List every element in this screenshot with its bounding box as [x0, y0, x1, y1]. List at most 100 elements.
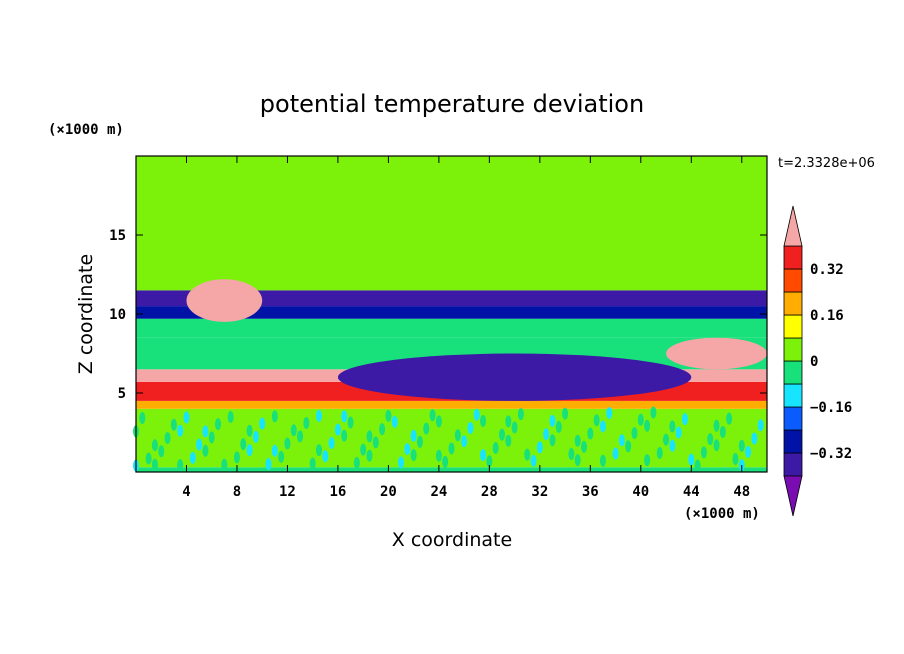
time-stamp: t=2.3328e+06 — [778, 156, 875, 171]
field-texture — [574, 454, 581, 467]
colorbar-label: 0 — [810, 354, 818, 370]
field-texture — [202, 425, 209, 438]
colorbar-segment — [783, 245, 803, 270]
field-texture — [341, 410, 348, 423]
field-texture — [290, 424, 297, 437]
x-tick-label: 40 — [632, 484, 649, 500]
field-texture — [139, 412, 146, 425]
field-texture — [429, 409, 436, 422]
field-texture — [208, 431, 215, 444]
field-texture — [442, 455, 449, 468]
field-texture — [315, 409, 322, 422]
field-texture — [410, 449, 417, 462]
field-texture — [486, 455, 493, 468]
field-texture — [385, 409, 392, 422]
field-texture — [423, 422, 430, 435]
y-tick-label: 10 — [109, 307, 126, 323]
colorbar-label: −0.16 — [810, 400, 852, 416]
field-texture — [183, 411, 190, 424]
field-texture — [215, 418, 222, 431]
field-texture — [606, 407, 613, 420]
field-band — [136, 400, 767, 409]
colorbar-segment — [783, 314, 803, 339]
field-band — [136, 318, 767, 338]
colorbar-label: −0.32 — [810, 446, 852, 462]
field-texture — [227, 410, 234, 423]
field-texture — [536, 441, 543, 454]
field-texture — [240, 438, 247, 451]
x-tick-label: 4 — [182, 484, 190, 500]
plot-area — [133, 155, 768, 473]
x-axis: 4 8 12 16 20 24 28 32 36 40 44 48 — [182, 156, 750, 500]
field-texture — [669, 439, 676, 452]
field-texture — [681, 413, 688, 426]
field-texture — [309, 457, 316, 470]
colorbar-segment — [783, 337, 803, 362]
field-band — [136, 408, 767, 468]
field-texture — [669, 420, 676, 433]
colorbar-segment — [783, 360, 803, 385]
field-texture — [663, 433, 670, 446]
field-texture — [599, 420, 606, 433]
field-texture — [265, 458, 272, 471]
field-texture — [448, 442, 455, 455]
field-texture — [751, 432, 758, 445]
colorbar-extend-high — [783, 205, 803, 247]
field-anomaly — [186, 279, 263, 322]
field-texture — [688, 453, 695, 466]
field-texture — [151, 458, 158, 471]
field-texture — [719, 425, 726, 438]
field-texture — [170, 418, 177, 431]
field-texture — [745, 445, 752, 458]
field-texture — [543, 428, 550, 441]
field-texture — [618, 434, 625, 447]
field-texture — [271, 444, 278, 457]
field-texture — [524, 448, 531, 461]
field-texture — [713, 439, 720, 452]
field-texture — [315, 444, 322, 457]
contour-field — [133, 156, 768, 472]
colorbar-segment — [783, 429, 803, 454]
field-texture — [492, 441, 499, 454]
field-texture — [726, 412, 733, 425]
x-units-label: (×1000 m) — [684, 506, 760, 522]
field-texture — [656, 446, 663, 459]
x-tick-label: 32 — [531, 484, 548, 500]
x-tick-label: 12 — [279, 484, 296, 500]
field-texture — [644, 454, 651, 467]
field-texture — [637, 413, 644, 426]
field-texture — [599, 454, 606, 467]
field-texture — [694, 459, 701, 472]
field-texture — [530, 454, 537, 467]
field-texture — [221, 458, 228, 471]
field-texture — [581, 440, 588, 453]
field-texture — [631, 427, 638, 440]
y-axis-label: Z coordinate — [75, 254, 97, 374]
y-tick-label: 15 — [109, 228, 126, 244]
colorbar-segment — [783, 406, 803, 431]
field-texture — [517, 408, 524, 421]
field-texture — [612, 447, 619, 460]
field-texture — [650, 406, 657, 419]
x-tick-label: 36 — [582, 484, 599, 500]
field-texture — [202, 444, 209, 457]
field-texture — [505, 415, 512, 428]
field-anomaly — [666, 337, 768, 370]
field-texture — [562, 407, 569, 420]
field-texture — [328, 436, 335, 449]
field-texture — [334, 423, 341, 436]
x-tick-label: 16 — [329, 484, 346, 500]
field-texture — [461, 435, 468, 448]
field-texture — [177, 424, 184, 437]
colorbar-label: 0.16 — [810, 308, 844, 324]
field-texture — [511, 421, 518, 434]
x-tick-label: 28 — [481, 484, 498, 500]
field-texture — [322, 450, 329, 463]
field-texture — [549, 414, 556, 427]
field-texture — [297, 430, 304, 443]
field-texture — [568, 448, 575, 461]
field-texture — [366, 449, 373, 462]
field-texture — [145, 452, 152, 465]
y-tick-label: 5 — [118, 386, 126, 402]
